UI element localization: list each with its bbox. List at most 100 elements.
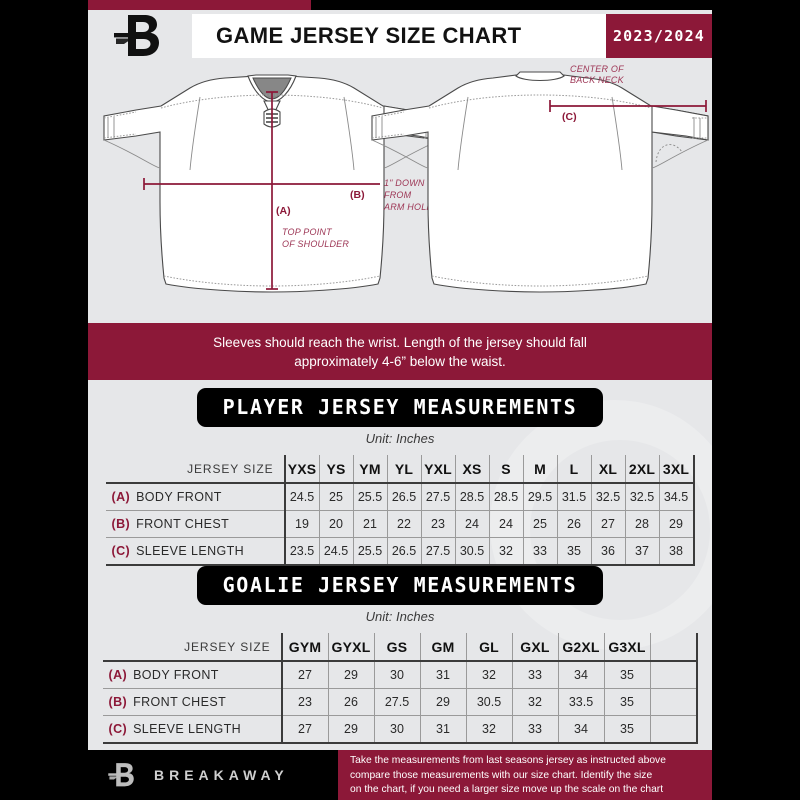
table-header-row: JERSEY SIZE YXS YS YM YL YXL XS S M L XL 2XL 3XL (105, 455, 695, 484)
row-label: (B) FRONT CHEST (102, 688, 282, 716)
measurement-cell: 25.5 (352, 483, 387, 511)
sleeve-note-line-1: Sleeves should reach the wrist. Length o… (213, 334, 587, 350)
measurement-cell: 29.5 (522, 483, 557, 511)
measurement-cell: 31 (419, 661, 466, 689)
measurement-cell: 32 (511, 688, 558, 716)
row-tag: (C) (108, 722, 128, 736)
measurement-cell: 36 (590, 537, 625, 566)
size-header-YXS: YXS (283, 455, 319, 484)
measurement-cell: 30 (373, 715, 420, 744)
measurement-cell: 26.5 (386, 537, 421, 566)
jersey-size-label: JERSEY SIZE (102, 633, 282, 662)
row-tag: (B) (111, 517, 131, 531)
footer-brand-name: BREAKAWAY (154, 767, 289, 783)
table-row: (B) FRONT CHEST 23 26 27.5 29 30.5 32 33.5 35 (102, 688, 698, 716)
jersey-diagram-svg: .out{fill:#fff;stroke:#4a4a4a;stroke-wid… (103, 64, 709, 293)
row-tag: (B) (108, 695, 128, 709)
measurement-cell: 23.5 (283, 537, 319, 566)
table-row: (C) SLEEVE LENGTH 27 29 30 31 32 33 34 35 (102, 715, 698, 744)
size-header-G3XL: G3XL (603, 633, 650, 662)
player-section-heading: PLAYER JERSEY MEASUREMENTS (196, 388, 604, 427)
measurement-cell: 33.5 (557, 688, 604, 716)
goalie-section-unit: Unit: Inches (365, 609, 435, 624)
row-tag: (C) (111, 544, 131, 558)
measurement-cell: 37 (624, 537, 659, 566)
measurement-cell: 26 (327, 688, 374, 716)
measurement-cell: 35 (556, 537, 591, 566)
label-a-note-2: OF SHOULDER (282, 239, 349, 249)
size-header-YL: YL (386, 455, 421, 484)
label-c-note-1: CENTER OF (570, 64, 624, 74)
measurement-cell: 31.5 (556, 483, 591, 511)
page-title: GAME JERSEY SIZE CHART (216, 23, 522, 48)
label-c: (C) (562, 111, 577, 123)
footer-note-line-1: Take the measurements from last seasons … (350, 755, 666, 766)
top-accent-strip (0, 0, 800, 10)
label-a: (A) (276, 205, 291, 217)
label-b-note-1: 1" DOWN (384, 178, 425, 188)
player-section-unit: Unit: Inches (365, 431, 435, 446)
measurement-cell: 27 (590, 510, 625, 538)
chart-canvas: GAME JERSEY SIZE CHART 2023/2024 .out{fi… (88, 10, 712, 750)
size-header-GS: GS (373, 633, 420, 662)
measurement-cell: 29 (658, 510, 695, 538)
measurement-cell: 32.5 (624, 483, 659, 511)
row-label: (A) BODY FRONT (105, 483, 285, 511)
measurement-cell (649, 661, 698, 689)
goalie-measurements-table: JERSEY SIZE GYM GYXL GS GM GL GXL G2XL G3XL (A) BO… (102, 633, 698, 744)
size-header-S: S (488, 455, 523, 484)
size-header-YM: YM (352, 455, 387, 484)
measurement-cell: 35 (603, 688, 650, 716)
size-header-3XL: 3XL (658, 455, 695, 484)
measurement-cell: 30 (373, 661, 420, 689)
measurement-cell (649, 715, 698, 744)
label-b-note-3: ARM HOLE (383, 202, 433, 212)
jersey-front-illustration: (A) TOP POINT OF SHOULDER (B) 1" DOWN FR… (103, 74, 441, 293)
measurement-cell: 24.5 (283, 483, 319, 511)
size-header-blank (649, 633, 698, 662)
row-label: (B) FRONT CHEST (105, 510, 285, 538)
row-tag: (A) (111, 490, 131, 504)
measurement-cell: 28.5 (454, 483, 489, 511)
measurement-cell: 26.5 (386, 483, 421, 511)
label-b: (B) (350, 189, 365, 201)
measurement-cell: 29 (419, 688, 466, 716)
size-header-XS: XS (454, 455, 489, 484)
measurement-cell: 20 (318, 510, 353, 538)
breakaway-b-logo-icon (108, 763, 134, 787)
player-measurements-table: JERSEY SIZE YXS YS YM YL YXL XS S M L XL 2XL 3XL (A) B… (105, 455, 695, 566)
measurement-cell: 27.5 (373, 688, 420, 716)
season-badge-label: 2023/2024 (612, 27, 706, 45)
footer-note-line-2: compare those measurements with our size… (350, 769, 653, 781)
measurement-cell: 24 (454, 510, 489, 538)
footer: BREAKAWAY Take the measurements from las… (0, 750, 800, 800)
measurement-cell: 31 (419, 715, 466, 744)
label-a-note-1: TOP POINT (282, 227, 333, 237)
sleeve-note-line-2: approximately 4-6” below the waist. (294, 353, 506, 369)
sleeve-length-note: Sleeves should reach the wrist. Length o… (88, 323, 712, 380)
size-header-G2XL: G2XL (557, 633, 604, 662)
jersey-diagram: .out{fill:#fff;stroke:#4a4a4a;stroke-wid… (88, 62, 712, 320)
footer-note-line-3: on the chart, if you need a larger size … (350, 784, 664, 796)
measurement-cell: 27 (280, 661, 328, 689)
measurement-cell: 30.5 (465, 688, 512, 716)
table-row: (A) BODY FRONT 27 29 30 31 32 33 34 35 (102, 661, 698, 689)
label-b-note-2: FROM (384, 190, 412, 200)
header: GAME JERSEY SIZE CHART 2023/2024 (88, 10, 712, 62)
jersey-back-illustration: (C) CENTER OF BACK NECK (371, 64, 709, 293)
measurement-cell: 32 (488, 537, 523, 566)
measurement-cell: 27 (280, 715, 328, 744)
goalie-section-heading: GOALIE JERSEY MEASUREMENTS (196, 566, 604, 605)
row-label: (A) BODY FRONT (102, 661, 282, 689)
size-header-L: L (556, 455, 591, 484)
measurement-cell: 33 (511, 715, 558, 744)
size-header-2XL: 2XL (624, 455, 659, 484)
measurement-cell: 34 (557, 715, 604, 744)
size-header-GXL: GXL (511, 633, 558, 662)
footer-brand: BREAKAWAY (88, 750, 338, 800)
measurement-cell: 34 (557, 661, 604, 689)
measurement-cell: 35 (603, 715, 650, 744)
table-row: (C) SLEEVE LENGTH 23.5 24.5 25.5 26.5 27.5 30.5… (105, 537, 695, 566)
measurement-cell: 24.5 (318, 537, 353, 566)
